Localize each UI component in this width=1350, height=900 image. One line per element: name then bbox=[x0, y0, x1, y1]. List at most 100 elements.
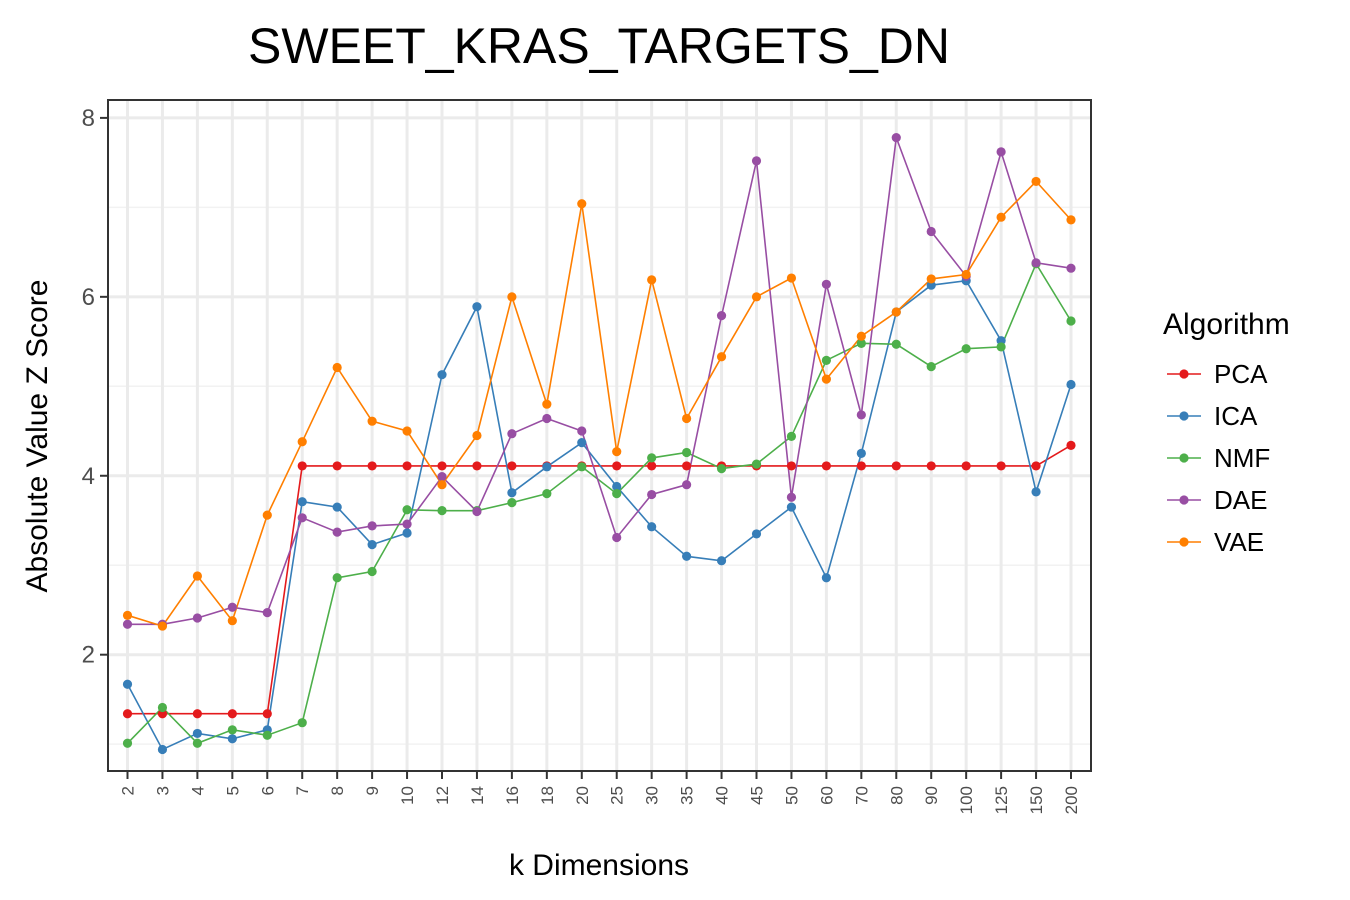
data-point-pca bbox=[682, 461, 692, 471]
data-point-pca bbox=[821, 461, 831, 471]
data-point-nmf bbox=[437, 506, 447, 516]
x-tick-label: 60 bbox=[817, 786, 836, 805]
data-point-pca bbox=[996, 461, 1006, 471]
data-point-pca bbox=[1066, 440, 1076, 450]
x-tick-label: 80 bbox=[887, 786, 906, 805]
data-point-vae bbox=[227, 616, 237, 626]
data-point-pca bbox=[227, 709, 237, 719]
data-point-dae bbox=[122, 619, 133, 629]
data-point-pca bbox=[262, 709, 272, 719]
x-tick-label: 150 bbox=[1027, 786, 1046, 814]
data-point-vae bbox=[367, 416, 377, 426]
data-point-pca bbox=[507, 461, 517, 471]
data-point-ica bbox=[716, 556, 727, 566]
data-point-vae bbox=[297, 437, 307, 447]
legend-label-nmf: NMF bbox=[1214, 443, 1270, 473]
data-point-ica bbox=[402, 528, 412, 538]
data-point-nmf bbox=[402, 505, 412, 515]
data-point-ica bbox=[192, 728, 202, 739]
data-point-dae bbox=[437, 472, 447, 482]
data-point-pca bbox=[122, 709, 133, 719]
data-point-nmf bbox=[542, 489, 552, 499]
data-point-nmf bbox=[996, 342, 1006, 352]
data-point-dae bbox=[786, 492, 797, 502]
data-point-dae bbox=[716, 311, 727, 321]
data-point-ica bbox=[647, 522, 657, 532]
data-point-nmf bbox=[961, 344, 971, 354]
data-point-dae bbox=[891, 132, 901, 143]
legend-title: Algorithm bbox=[1163, 308, 1290, 341]
x-tick-label: 5 bbox=[223, 786, 242, 795]
data-point-ica bbox=[682, 551, 692, 561]
data-point-ica bbox=[367, 540, 377, 550]
x-tick-label: 9 bbox=[363, 786, 382, 795]
data-point-nmf bbox=[751, 459, 762, 469]
legend-key-point-vae bbox=[1179, 537, 1189, 547]
data-point-ica bbox=[542, 462, 552, 472]
data-point-vae bbox=[751, 292, 762, 302]
data-point-vae bbox=[1066, 215, 1076, 225]
series-line-nmf bbox=[126, 261, 1072, 745]
x-tick-label: 90 bbox=[922, 786, 941, 805]
x-tick-label: 18 bbox=[538, 786, 557, 805]
data-point-vae bbox=[122, 610, 133, 620]
series-line-vae bbox=[127, 180, 1072, 628]
plot-border bbox=[107, 99, 1092, 772]
data-point-dae bbox=[926, 226, 936, 237]
data-point-vae bbox=[612, 447, 622, 457]
data-point-dae bbox=[1031, 258, 1041, 268]
data-point-vae bbox=[647, 275, 657, 285]
data-point-dae bbox=[507, 429, 517, 439]
data-point-nmf bbox=[1066, 316, 1076, 326]
data-point-vae bbox=[891, 307, 901, 317]
data-point-vae bbox=[682, 413, 692, 424]
x-tick-label: 20 bbox=[573, 786, 592, 805]
x-tick-label: 35 bbox=[678, 786, 697, 805]
series-line-dae bbox=[127, 137, 1072, 626]
x-tick-label: 70 bbox=[852, 786, 871, 805]
series-points bbox=[122, 132, 1076, 755]
x-axis: 2 3 4 5 6 7 8 9 10 12 14 16 18 20 25 30 35 40 45 50 60 70 80 90… bbox=[119, 771, 1081, 814]
data-point-vae bbox=[472, 430, 482, 441]
data-point-nmf bbox=[297, 718, 307, 728]
legend: Algorithm PCA ICA NMF DAE VAE bbox=[1163, 308, 1290, 557]
data-point-dae bbox=[262, 608, 272, 618]
data-point-dae bbox=[647, 489, 657, 500]
data-point-ica bbox=[856, 448, 866, 458]
data-point-pca bbox=[367, 461, 377, 471]
data-point-vae bbox=[786, 273, 797, 283]
chart-title: SWEET_KRAS_TARGETS_DN bbox=[248, 18, 950, 74]
data-point-dae bbox=[751, 156, 762, 166]
x-tick-label: 40 bbox=[713, 786, 732, 805]
legend-key-point-pca bbox=[1179, 369, 1189, 379]
y-axis: 2 4 6 8 bbox=[82, 105, 108, 669]
data-point-ica bbox=[332, 502, 342, 512]
data-point-vae bbox=[716, 352, 727, 362]
data-point-nmf bbox=[856, 338, 866, 348]
data-point-nmf bbox=[227, 725, 237, 735]
data-point-ica bbox=[751, 529, 762, 539]
data-point-dae bbox=[297, 513, 307, 523]
data-point-vae bbox=[821, 374, 831, 384]
data-point-dae bbox=[542, 413, 552, 424]
data-point-vae bbox=[577, 199, 587, 209]
data-point-nmf bbox=[507, 498, 517, 508]
data-point-pca bbox=[647, 461, 657, 471]
plot-background bbox=[108, 100, 1091, 771]
data-point-ica bbox=[157, 744, 168, 755]
data-point-vae bbox=[402, 426, 412, 436]
data-point-vae bbox=[332, 362, 342, 373]
data-point-ica bbox=[122, 679, 133, 689]
data-point-nmf bbox=[821, 355, 831, 365]
data-point-nmf bbox=[157, 702, 168, 713]
x-tick-label: 125 bbox=[992, 786, 1011, 814]
data-point-dae bbox=[612, 532, 622, 543]
data-point-ica bbox=[577, 438, 587, 448]
legend-label-vae: VAE bbox=[1214, 527, 1264, 557]
x-tick-label: 25 bbox=[608, 786, 627, 805]
legend-key-point-dae bbox=[1179, 495, 1189, 505]
x-tick-label: 14 bbox=[468, 786, 487, 805]
data-point-ica bbox=[227, 734, 237, 744]
x-tick-label: 7 bbox=[293, 786, 312, 795]
data-point-vae bbox=[542, 399, 552, 409]
